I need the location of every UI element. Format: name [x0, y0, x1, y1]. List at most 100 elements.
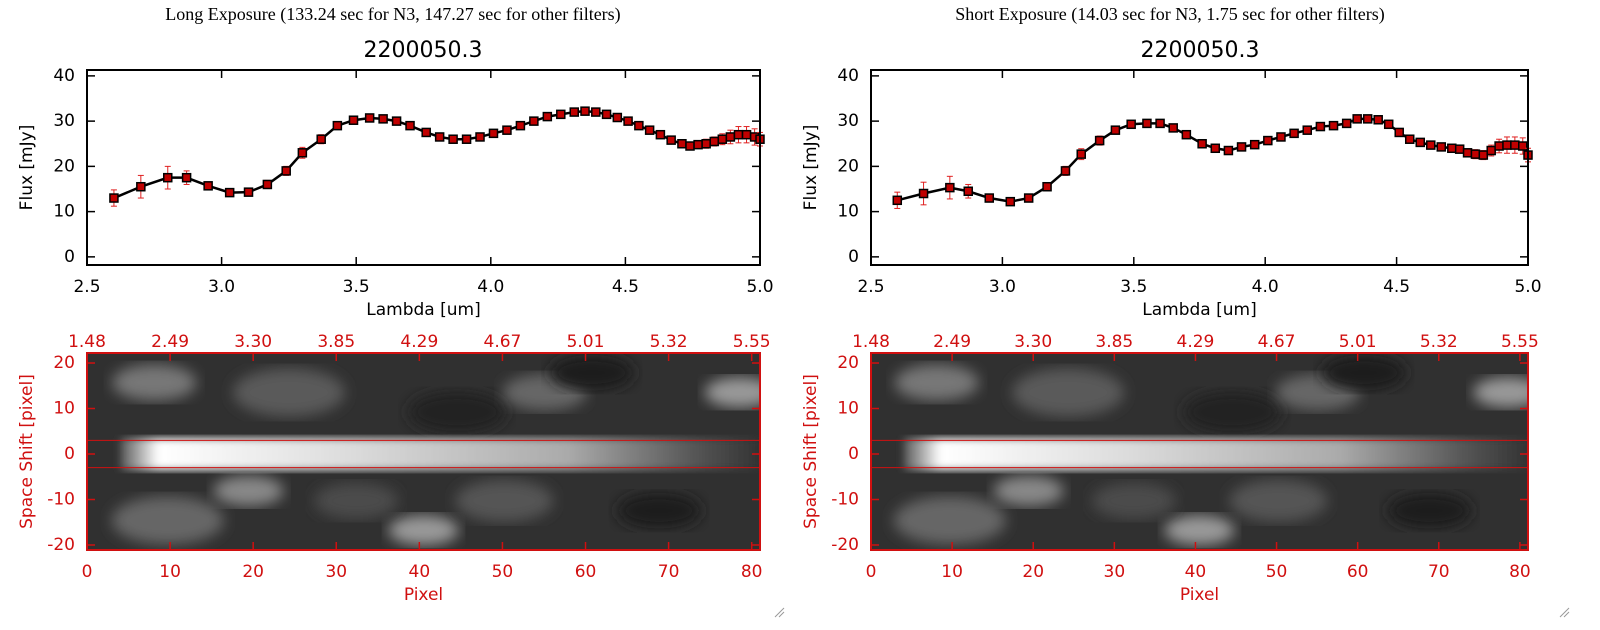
x2-tick-label: 1.48 — [68, 332, 106, 352]
x2-tick-label: 4.67 — [484, 332, 522, 352]
data-point — [601, 109, 612, 120]
data-point — [391, 116, 402, 126]
data-point — [1362, 114, 1373, 124]
image-texture — [617, 492, 702, 529]
x2-tick-label: 2.49 — [151, 332, 189, 352]
data-point — [364, 113, 375, 123]
y-tick-label: 20 — [53, 156, 75, 176]
data-point — [1249, 139, 1260, 150]
y-tick-label: 10 — [53, 202, 75, 222]
data-point — [623, 116, 633, 126]
data-point — [1462, 148, 1473, 158]
data-point — [1289, 128, 1299, 139]
x-tick-label: 40 — [409, 562, 431, 582]
image-texture — [1164, 515, 1235, 546]
data-point — [1454, 144, 1465, 154]
data-point — [591, 107, 601, 117]
x-tick-label: 70 — [1428, 562, 1450, 582]
data-point — [421, 127, 431, 138]
data-point — [475, 132, 485, 142]
data-point — [1302, 125, 1312, 135]
x-tick-label: 4.0 — [477, 277, 504, 297]
x2-tick-label: 4.29 — [1177, 332, 1215, 352]
spectral-image — [87, 353, 760, 550]
data-point — [1373, 115, 1383, 125]
x-tick-label: 80 — [1509, 562, 1531, 582]
x2-tick-label: 5.01 — [567, 332, 605, 352]
x-tick-label: 50 — [492, 562, 514, 582]
x-tick-label: 10 — [159, 562, 181, 582]
image-texture — [704, 377, 760, 408]
data-point — [1352, 114, 1362, 124]
data-point — [1197, 138, 1207, 149]
data-point — [984, 193, 995, 203]
data-point — [1502, 140, 1512, 150]
data-point — [1076, 149, 1086, 159]
data-point — [529, 116, 539, 126]
x-tick-label: 50 — [1266, 562, 1288, 582]
x-tick-label: 70 — [658, 562, 680, 582]
data-point — [297, 148, 308, 158]
data-point — [109, 193, 119, 203]
x2-tick-label: 3.30 — [1014, 332, 1052, 352]
data-point — [502, 125, 512, 135]
data-point — [1094, 135, 1105, 146]
x-tick-label: 3.5 — [343, 277, 370, 297]
data-point — [725, 132, 736, 142]
y-axis-label: Flux [mJy] — [801, 125, 821, 211]
data-point — [1510, 140, 1520, 150]
y-tick-label: 20 — [837, 156, 859, 176]
data-point — [1341, 118, 1352, 129]
data-point — [1415, 137, 1426, 148]
data-point — [741, 129, 752, 140]
image-texture — [111, 496, 224, 545]
image-texture — [1183, 391, 1282, 434]
data-point — [1236, 142, 1247, 152]
image-texture — [213, 475, 284, 506]
y-tick-label: 10 — [837, 399, 859, 419]
data-point — [1486, 145, 1496, 156]
data-point — [666, 135, 676, 145]
plot-frame — [86, 69, 761, 266]
x-tick-label: 30 — [1104, 562, 1126, 582]
data-point — [945, 182, 955, 193]
data-point — [1470, 149, 1481, 159]
data-point — [515, 120, 526, 131]
data-point — [1426, 140, 1436, 150]
data-point — [685, 141, 695, 151]
data-point — [136, 181, 146, 192]
x-tick-label: 10 — [941, 562, 963, 582]
data-point — [1223, 145, 1234, 156]
data-point — [918, 188, 929, 199]
x-tick-label: 40 — [1185, 562, 1207, 582]
data-point — [892, 195, 903, 206]
data-point — [693, 139, 703, 150]
data-point — [1005, 196, 1016, 207]
data-point — [1210, 143, 1221, 154]
x-tick-label: 0 — [82, 562, 93, 582]
data-point — [332, 120, 343, 131]
x2-tick-label: 1.48 — [852, 332, 890, 352]
data-point — [1436, 142, 1447, 152]
image-texture — [232, 368, 345, 417]
x-axis-label: Pixel — [1180, 585, 1219, 605]
data-point — [434, 132, 445, 142]
data-point — [1276, 132, 1286, 142]
y-axis-label: Flux [mJy] — [17, 125, 37, 211]
x-axis-label: Pixel — [404, 585, 443, 605]
image-texture — [1321, 354, 1406, 391]
data-point — [448, 134, 458, 144]
image-texture — [1387, 492, 1472, 529]
data-point — [181, 172, 192, 183]
image-texture — [993, 475, 1064, 506]
spectral-image — [871, 353, 1528, 550]
x-tick-label: 3.0 — [989, 277, 1016, 297]
data-point — [1042, 181, 1052, 192]
x2-tick-label: 4.29 — [400, 332, 438, 352]
image-texture — [1229, 479, 1328, 522]
data-point — [281, 166, 291, 176]
x2-tick-label: 2.49 — [933, 332, 971, 352]
data-point — [580, 106, 590, 116]
x-axis-label: Lambda [um] — [1142, 300, 1256, 320]
plot-frame — [870, 69, 1529, 266]
